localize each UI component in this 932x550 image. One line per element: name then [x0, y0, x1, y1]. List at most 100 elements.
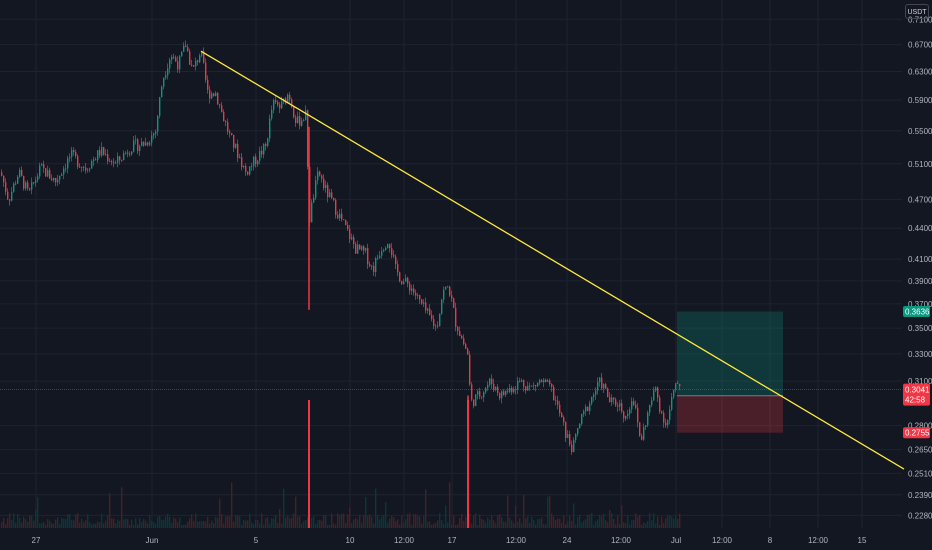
candle-body	[407, 277, 409, 284]
price-tick-label: 0.3300	[908, 350, 932, 359]
candle-body	[485, 388, 487, 393]
candle-body	[265, 144, 267, 146]
candle-body	[579, 423, 581, 429]
volume-bar	[201, 521, 203, 528]
candle-body	[271, 109, 273, 119]
volume-bar	[407, 513, 409, 528]
candle-body	[445, 286, 447, 290]
volume-bar	[103, 523, 105, 528]
candle-body	[103, 147, 105, 155]
candle-body	[431, 314, 433, 320]
candle-body	[603, 384, 605, 389]
volume-bar	[33, 520, 35, 528]
volume-bar	[195, 513, 197, 528]
volume-bar	[655, 523, 657, 528]
volume-bar	[265, 518, 267, 528]
volume-bar	[431, 524, 433, 528]
candle-body	[1, 172, 3, 176]
volume-bar	[473, 515, 475, 528]
candle-body	[679, 383, 681, 387]
volume-bar	[281, 523, 283, 528]
volume-bar	[647, 521, 649, 528]
candle-body	[229, 131, 231, 134]
volume-bar	[427, 521, 429, 528]
volume-bar	[479, 514, 481, 528]
candle-body	[539, 380, 541, 383]
candle-body	[209, 89, 211, 99]
volume-bar	[157, 516, 159, 528]
candle-body	[23, 175, 25, 189]
volume-bar	[345, 522, 347, 528]
candle-body	[299, 116, 301, 126]
candle-body	[135, 139, 137, 141]
volume-bar	[31, 516, 33, 528]
candle-body	[223, 111, 225, 122]
volume-bar	[643, 522, 645, 528]
candle-body	[441, 299, 443, 314]
candle-body	[15, 183, 17, 185]
position-tool[interactable]	[0, 311, 902, 433]
candle-body	[587, 406, 589, 412]
candle-body	[225, 121, 227, 122]
volume-bar	[459, 518, 461, 528]
candle-body	[239, 157, 241, 159]
candle-body	[31, 182, 33, 190]
volume-bar	[187, 521, 189, 528]
candle-body	[671, 397, 673, 410]
volume-bar	[369, 514, 371, 528]
candle-body	[151, 135, 153, 143]
volume-bar	[495, 523, 497, 528]
candle-body	[381, 251, 383, 256]
candle-body	[619, 403, 621, 407]
candle-body	[297, 116, 299, 123]
volume-bar	[447, 522, 449, 528]
candle-body	[425, 302, 427, 311]
trendline[interactable]	[200, 50, 905, 470]
candle-body	[295, 117, 297, 123]
candle-body	[357, 244, 359, 254]
candle-body	[53, 177, 55, 181]
volume-bar	[517, 521, 519, 528]
candle-body	[421, 299, 423, 304]
volume-bar	[603, 513, 605, 528]
volume-bar	[109, 492, 111, 528]
volume-bar	[389, 518, 391, 528]
candle-body	[293, 106, 295, 118]
candle-body	[379, 255, 381, 258]
candle-body	[439, 313, 441, 327]
volume-bar	[317, 520, 319, 528]
candle-body	[25, 182, 27, 189]
candle-body	[181, 51, 183, 57]
volume-bar	[213, 522, 215, 528]
candle-body	[83, 166, 85, 168]
volume-bar	[669, 515, 671, 528]
candle-body	[9, 199, 11, 201]
time-tick-label: 17	[448, 536, 457, 545]
volume-bar	[235, 515, 237, 528]
volume-bar	[577, 516, 579, 528]
candle-body	[411, 288, 413, 291]
volume-bar	[55, 519, 57, 528]
candle-body	[427, 308, 429, 311]
currency-button[interactable]: USDT	[905, 4, 929, 19]
candle-body	[145, 142, 147, 146]
volume-bar	[501, 517, 503, 528]
price-axis[interactable]: 0.7100 0.6700 0.6300 0.5900 0.5500 0.5100 0.47…	[908, 15, 932, 520]
candle-body	[343, 219, 345, 221]
volume-bar	[49, 520, 51, 528]
volume-bar	[63, 518, 65, 528]
volume-bar	[263, 524, 265, 528]
volume-bar	[331, 513, 333, 528]
time-axis[interactable]: 27 Jun 5 10 12:00 17 12:00 24 12:00 Jul 12:00 8 12:0…	[32, 536, 867, 545]
candle-body	[275, 100, 277, 102]
candle-body	[17, 176, 19, 184]
volume-bar	[511, 520, 513, 528]
candle-body	[581, 413, 583, 424]
volume-bar	[629, 524, 631, 528]
candle-body	[367, 248, 369, 265]
volume-bar	[121, 487, 123, 528]
candle-body	[471, 384, 473, 400]
volume-bar	[421, 523, 423, 528]
volume-bar	[243, 519, 245, 528]
